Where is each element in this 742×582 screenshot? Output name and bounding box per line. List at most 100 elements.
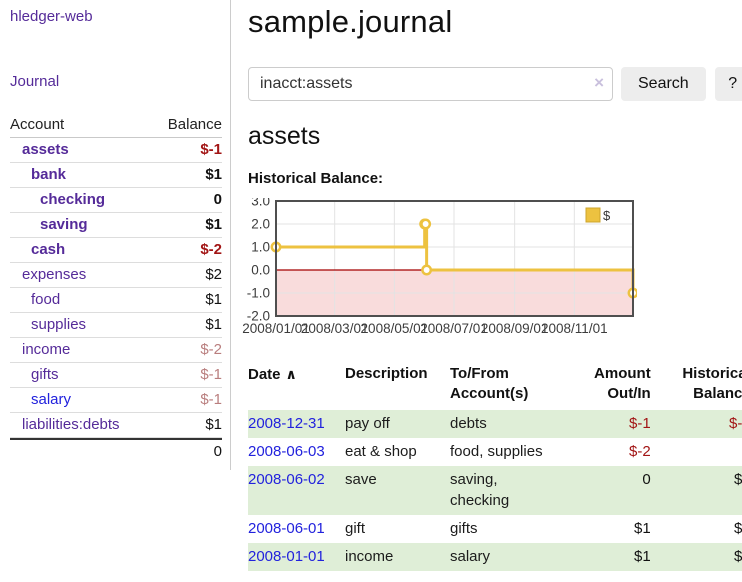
account-row: checking 0 [10,188,222,213]
account-link[interactable]: liabilities:debts [22,416,120,433]
register-date-cell: 2008-12-31 [248,410,345,438]
account-link[interactable]: expenses [22,266,87,283]
brand-link[interactable]: hledger-web [10,8,93,25]
register-balance-cell: 0 [651,438,742,466]
search-input[interactable] [248,67,613,101]
clear-search-icon[interactable]: × [594,73,604,92]
chart-svg[interactable]: $3.0 2.0 1.0 0.0 -1.0 -2.02008/01/012008/03/0… [240,194,639,340]
y-axis-tick-label: -2.0 [247,309,270,324]
register-date-link[interactable]: 2008-01-01 [248,548,325,565]
account-link[interactable]: saving [40,216,88,233]
account-balance: $-2 [200,341,222,358]
account-link[interactable]: salary [31,391,72,408]
balance-value: $-1 [729,415,742,432]
register-accounts-cell: food, supplies [450,443,543,460]
register-description-cell: eat & shop [345,443,417,460]
register-balance-cell: $2 [650,466,742,515]
legend-label: $ [603,208,611,223]
account-balance: $1 [205,291,222,308]
register-column-label: Amount Out/In [594,365,651,402]
register-column-header: Amount Out/In [570,362,651,404]
main-content: sample.journal × Search ? assets Histori… [231,0,742,571]
accounts-table-header: Account Balance [10,113,222,138]
account-row: expenses $2 [10,263,222,288]
register-accounts-cell: saving, checking [450,466,570,515]
y-axis-tick-label: 2.0 [251,217,270,232]
account-link[interactable]: bank [31,166,67,183]
account-balance: $1 [205,416,222,433]
register-date-link[interactable]: 2008-06-03 [248,443,325,460]
register-column-header[interactable]: Date ∧ [248,362,345,404]
register-column-header: To/From Account(s) [450,362,570,404]
y-axis-tick-label: 1.0 [251,240,270,255]
account-row: salary $-1 [10,388,222,413]
account-link[interactable]: cash [31,241,66,258]
register-date-cell: 2008-06-03 [248,438,345,466]
register-accounts-cell: salary [450,543,570,571]
account-row: liabilities:debts $1 [10,413,222,438]
account-row: food $1 [10,288,222,313]
account-link[interactable]: income [22,341,71,358]
account-row: income $-2 [10,338,222,363]
y-axis-tick-label: 3.0 [251,198,270,209]
account-link[interactable]: gifts [31,366,59,383]
search-form: × Search ? [248,67,742,101]
amount-value: $-1 [629,415,651,432]
accounts-table: Account Balance assets $-1 bank $1 checking 0… [10,113,222,464]
sidebar-item-journal[interactable]: Journal [10,73,60,90]
amount-value: $1 [634,520,651,537]
x-axis-tick-label: 2008/09/01 [481,321,549,336]
balance-value: $2 [734,520,742,537]
register-balance-cell: $2 [651,515,742,543]
register-balance-cell: $-1 [650,410,742,438]
historical-balance-chart[interactable]: $3.0 2.0 1.0 0.0 -1.0 -2.0 2008/01/01 2008/03/0… [240,194,742,345]
y-axis-tick-label: 0.0 [251,263,270,278]
register-date-cell: 2008-01-01 [248,543,345,571]
page-title: sample.journal [248,4,453,39]
register-accounts-cell: debts [450,410,570,438]
account-row: cash $-2 [10,238,222,263]
account-title: assets [248,122,321,150]
account-balance: $2 [205,266,222,283]
data-point-marker[interactable] [420,218,432,230]
balance-value: $2 [734,471,742,488]
data-point-marker[interactable] [421,264,433,276]
sidebar: hledger-web Journal Account Balance asse… [0,0,231,470]
register-column-label: Date [248,366,281,383]
search-button[interactable]: Search [621,67,706,101]
help-button[interactable]: ? [714,67,742,101]
account-link[interactable]: checking [40,191,106,208]
account-balance: $1 [205,166,222,183]
legend-swatch [585,207,601,223]
account-link[interactable]: assets [22,141,69,158]
account-link[interactable]: supplies [31,316,87,333]
y-axis-tick-label: -1.0 [247,286,270,301]
register-header: Date ∧ Description To/From Account(s) Amount… [248,362,742,404]
register-amount-cell: $-1 [570,410,651,438]
register-date-link[interactable]: 2008-12-31 [248,415,325,432]
account-balance: $-1 [200,141,222,158]
account-row: bank $1 [10,163,222,188]
register-date-link[interactable]: 2008-06-02 [248,471,325,488]
register-accounts-cell: gifts [450,520,478,537]
account-balance: $1 [205,316,222,333]
register-balance-cell: $1 [650,543,742,571]
register-date-cell: 2008-06-01 [248,515,345,543]
register-description-cell: gift [345,520,366,537]
register-amount-cell: $-2 [570,438,651,466]
register-column-header: Historical Balance [651,362,742,404]
amount-value: $-2 [629,443,651,460]
register-column-label: Description [345,365,428,382]
account-row: assets $-1 [10,138,222,163]
chart-title: Historical Balance: [248,170,384,187]
account-balance: 0 [213,191,222,208]
account-balance: $-1 [200,391,222,408]
register-date-link[interactable]: 2008-06-01 [248,520,325,537]
register-description-cell: save [345,466,450,515]
balance-value: $1 [734,548,742,565]
register-amount-cell: $1 [570,543,651,571]
account-link[interactable]: food [31,291,61,308]
